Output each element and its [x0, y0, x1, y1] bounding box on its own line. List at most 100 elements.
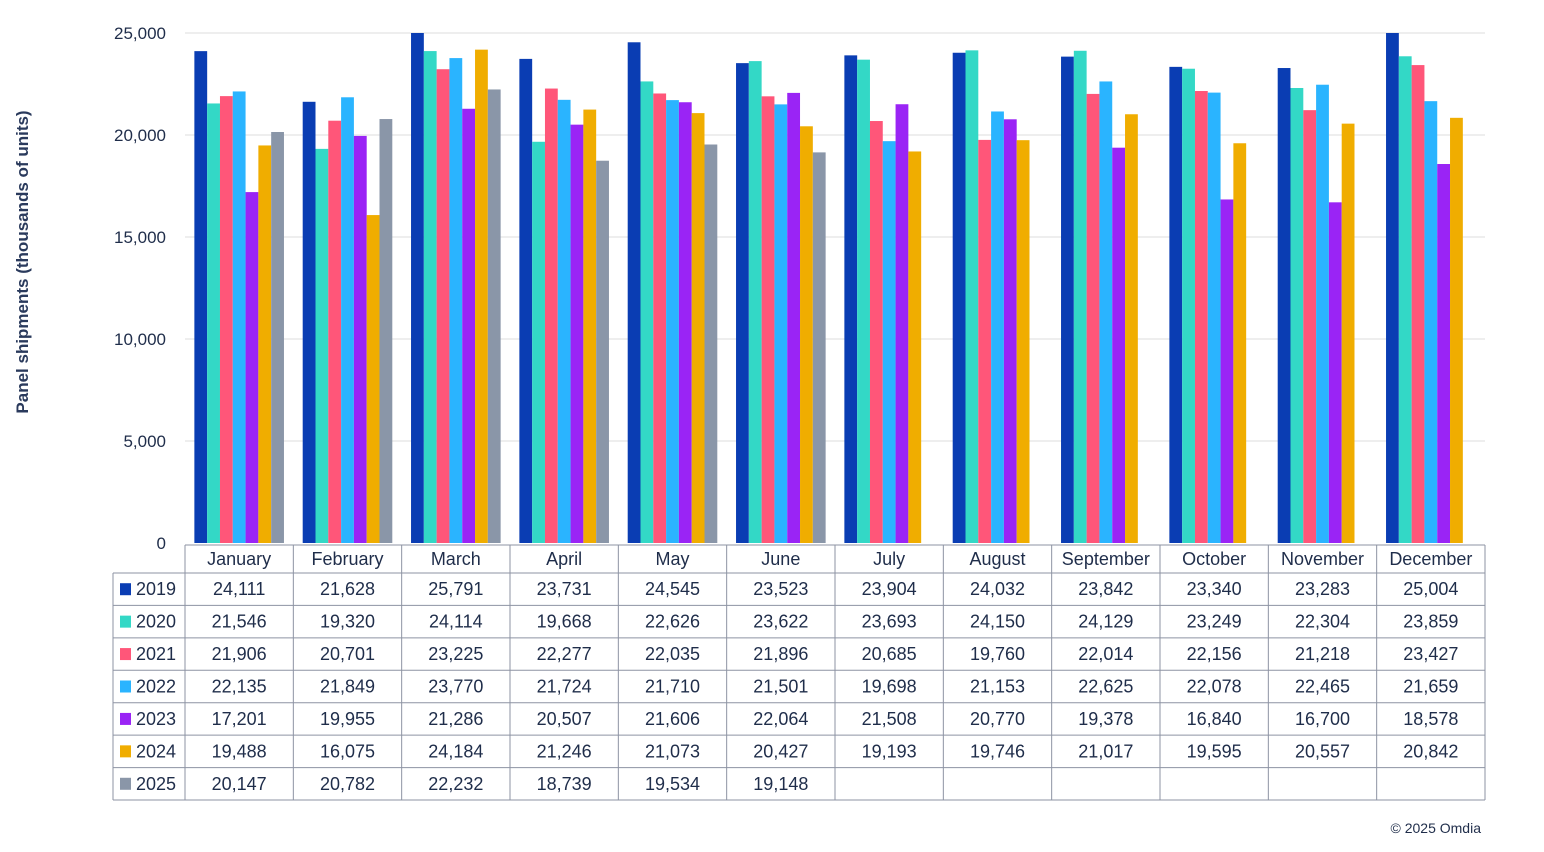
table-cell-value: 22,014: [1078, 644, 1133, 664]
x-category-label: March: [431, 549, 481, 569]
table-cell-value: 19,488: [212, 741, 267, 761]
bar-2019-august: [952, 52, 966, 544]
bar-2020-september: [1073, 50, 1087, 543]
table-cell-value: 19,668: [537, 612, 592, 632]
table-cell-value: 23,859: [1403, 612, 1458, 632]
table-cell-value: 22,626: [645, 612, 700, 632]
table-cell-value: 16,840: [1187, 709, 1242, 729]
bar-2022-may: [666, 100, 679, 543]
bar-2020-march: [423, 51, 437, 543]
table-cell-value: 21,286: [428, 709, 483, 729]
bar-2019-may: [627, 42, 641, 543]
bar-2025-may: [704, 144, 718, 543]
y-tick-label: 5,000: [123, 432, 166, 451]
y-tick-label: 0: [157, 534, 166, 553]
bar-2023-june: [787, 92, 801, 543]
bar-2022-june: [774, 104, 788, 543]
table-cell-value: 21,606: [645, 709, 700, 729]
table-cell-value: 24,545: [645, 579, 700, 599]
table-cell-value: 21,724: [537, 677, 592, 697]
bar-2019-march: [411, 33, 424, 543]
bar-2025-april: [596, 160, 609, 543]
bar-2021-october: [1194, 91, 1208, 543]
table-cell-value: 23,842: [1078, 579, 1133, 599]
bar-2024-september: [1125, 114, 1138, 543]
table-cell-value: 22,232: [428, 774, 483, 794]
bar-2022-august: [991, 111, 1004, 544]
bar-2024-june: [800, 126, 813, 544]
bar-2023-december: [1437, 164, 1451, 544]
table-cell-value: 22,135: [212, 677, 267, 697]
table-cell-value: 21,017: [1078, 741, 1133, 761]
x-category-label: July: [873, 549, 905, 569]
bar-2022-january: [232, 91, 246, 544]
table-cell-value: 19,378: [1078, 709, 1133, 729]
table-cell-value: 22,465: [1295, 677, 1350, 697]
table-cell-value: 19,148: [753, 774, 808, 794]
table-cell-value: 20,507: [537, 709, 592, 729]
table-cell-value: 25,791: [428, 579, 483, 599]
bar-2021-january: [219, 96, 233, 543]
table-cell-value: 16,075: [320, 741, 375, 761]
y-tick-label: 25,000: [114, 24, 166, 43]
bar-2022-july: [882, 141, 896, 543]
table-cell-value: 22,078: [1187, 677, 1242, 697]
table-cell-value: 18,739: [537, 774, 592, 794]
table-cell-value: 24,032: [970, 579, 1025, 599]
bar-2023-february: [353, 135, 367, 543]
table-cell-value: 17,201: [212, 709, 267, 729]
bar-2023-september: [1112, 147, 1126, 544]
table-cell-value: 22,035: [645, 644, 700, 664]
x-category-label: November: [1281, 549, 1364, 569]
legend-swatch-2022: [120, 680, 131, 693]
bar-2019-june: [736, 63, 749, 543]
legend-label: 2024: [136, 741, 176, 761]
bar-2021-april: [544, 88, 558, 544]
table-cell-value: 21,659: [1403, 677, 1458, 697]
bar-2020-may: [640, 81, 654, 544]
y-tick-label: 10,000: [114, 330, 166, 349]
table-cell-value: 24,114: [429, 612, 483, 632]
bar-2021-july: [869, 121, 883, 543]
table-cell-value: 21,896: [753, 644, 808, 664]
bar-2021-december: [1411, 65, 1425, 543]
table-cell-value: 23,731: [537, 579, 592, 599]
table-cell-value: 20,770: [970, 709, 1025, 729]
bar-2019-april: [519, 58, 533, 543]
bar-2025-january: [271, 132, 284, 543]
bar-2021-march: [436, 69, 450, 544]
x-category-label: April: [546, 549, 582, 569]
table-cell-value: 21,073: [645, 741, 700, 761]
bar-2021-august: [978, 139, 992, 543]
bar-2022-february: [341, 97, 354, 544]
bar-2022-april: [557, 99, 571, 544]
table-cell-value: 21,153: [970, 677, 1025, 697]
table-cell-value: 23,225: [428, 644, 483, 664]
table-cell-value: 19,534: [645, 774, 700, 794]
y-tick-label: 20,000: [114, 126, 166, 145]
bar-2019-november: [1277, 68, 1291, 544]
x-category-label: February: [311, 549, 383, 569]
legend-label: 2023: [136, 709, 176, 729]
legend-label: 2019: [136, 579, 176, 599]
table-cell-value: 24,111: [213, 579, 265, 599]
table-cell-value: 20,557: [1295, 741, 1350, 761]
bar-2023-january: [245, 192, 259, 543]
legend-swatch-2020: [120, 615, 131, 628]
bar-2024-may: [691, 113, 705, 543]
legend-swatch-2024: [120, 745, 131, 758]
legend-label: 2022: [136, 677, 176, 697]
table-cell-value: 21,906: [212, 644, 267, 664]
table-cell-value: 22,625: [1078, 677, 1133, 697]
bar-2019-january: [194, 51, 208, 544]
bar-2021-september: [1086, 93, 1100, 543]
legend-label: 2021: [136, 644, 176, 664]
table-cell-value: 20,147: [212, 774, 267, 794]
table-cell-value: 23,622: [753, 612, 808, 632]
table-cell-value: 21,628: [320, 579, 375, 599]
bar-2020-november: [1290, 87, 1304, 543]
table-cell-value: 25,004: [1403, 579, 1458, 599]
bar-2021-november: [1303, 110, 1317, 543]
bar-2019-december: [1386, 33, 1399, 543]
